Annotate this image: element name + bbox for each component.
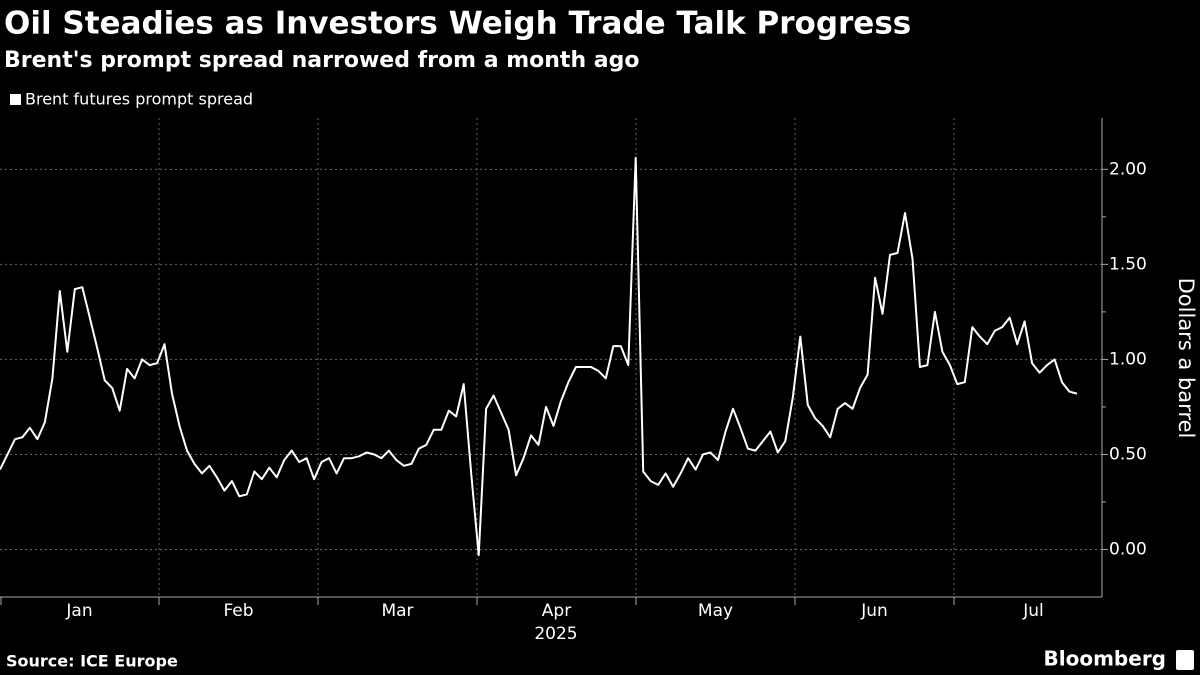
x-tick-label: Apr bbox=[542, 601, 571, 621]
y-tick-label: 1.00 bbox=[1109, 349, 1147, 369]
x-tick-label: May bbox=[698, 601, 733, 621]
y-tick-label: 0.50 bbox=[1109, 444, 1147, 464]
series-line bbox=[0, 156, 1078, 557]
x-tick-label: Jun bbox=[860, 601, 888, 621]
x-tick-label: Jan bbox=[65, 601, 92, 621]
y-tick-label: 0.00 bbox=[1109, 539, 1147, 559]
x-tick-label: Feb bbox=[223, 601, 253, 621]
source: Source: ICE Europe bbox=[6, 652, 178, 671]
legend-swatch bbox=[10, 94, 21, 105]
x-tick-label: Jul bbox=[1022, 601, 1044, 621]
y-tick-label: 1.50 bbox=[1109, 254, 1147, 274]
chart-title: Oil Steadies as Investors Weigh Trade Ta… bbox=[4, 6, 911, 42]
y-tick-label: 2.00 bbox=[1109, 159, 1147, 179]
chart-subtitle: Brent's prompt spread narrowed from a mo… bbox=[4, 48, 639, 73]
brand: Bloomberg bbox=[1044, 647, 1166, 671]
x-tick-label: Mar bbox=[381, 601, 413, 621]
y-axis-label: Dollars a barrel bbox=[1174, 278, 1198, 439]
legend-label: Brent futures prompt spread bbox=[25, 90, 253, 109]
x-axis-label: 2025 bbox=[534, 624, 577, 644]
brand-icon bbox=[1176, 650, 1194, 670]
